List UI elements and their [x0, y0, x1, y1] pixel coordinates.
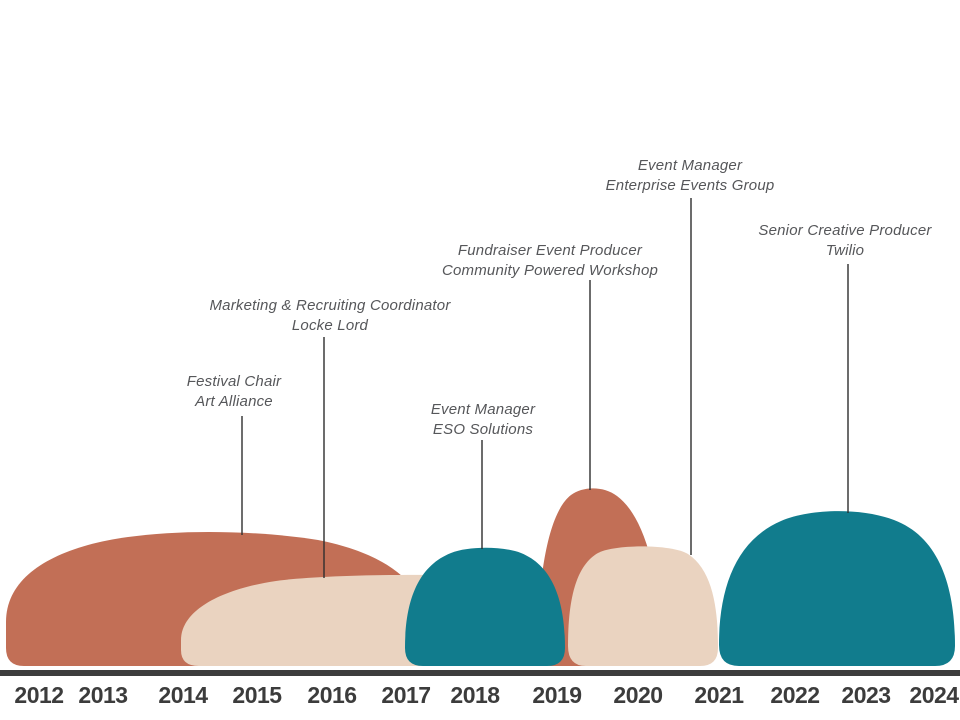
- job-company-text: Enterprise Events Group: [605, 176, 775, 194]
- axis-year-label-2024: 2024: [909, 682, 959, 708]
- axis-year-label-2020: 2020: [613, 682, 663, 708]
- job-blob-eso-solutions: [405, 547, 565, 666]
- axis-year-label-2022: 2022: [770, 682, 820, 708]
- job-company-text: Twilio: [825, 241, 865, 259]
- axis-year-label-2014: 2014: [158, 682, 208, 708]
- axis-year-label-2019: 2019: [532, 682, 582, 708]
- job-blob-twilio: [719, 511, 955, 666]
- axis-year-label-2023: 2023: [841, 682, 891, 708]
- job-blob-enterprise-events-group: [568, 546, 718, 666]
- axis-year-label-2013: 2013: [78, 682, 128, 708]
- timeline-axis-line: [0, 670, 960, 676]
- axis-year-label-2012: 2012: [14, 682, 64, 708]
- axis-year-label-2017: 2017: [381, 682, 431, 708]
- job-company-text: Community Powered Workshop: [441, 261, 659, 279]
- axis-year-label-2016: 2016: [307, 682, 357, 708]
- axis-year-label-2018: 2018: [450, 682, 500, 708]
- axis-year-label-2015: 2015: [232, 682, 282, 708]
- job-label-enterprise-events-group: Event Manager Enterprise Events Group: [606, 156, 775, 196]
- job-label-locke-lord: Marketing & Recruiting Coordinator Locke …: [209, 296, 450, 336]
- job-role-text: Marketing & Recruiting Coordinator: [209, 297, 451, 314]
- job-role-text: Event Manager: [637, 157, 743, 174]
- job-role-text: Fundraiser Event Producer: [457, 242, 643, 259]
- job-label-twilio: Senior Creative Producer Twilio: [758, 221, 931, 261]
- job-label-art-alliance: Festival Chair Art Alliance: [187, 372, 282, 412]
- axis-year-label-2021: 2021: [694, 682, 744, 708]
- job-role-text: Festival Chair: [186, 373, 282, 390]
- job-label-eso-solutions: Event Manager ESO Solutions: [431, 400, 535, 440]
- job-company-text: ESO Solutions: [432, 420, 534, 438]
- job-company-text: Art Alliance: [195, 392, 273, 410]
- job-role-text: Senior Creative Producer: [758, 222, 932, 239]
- job-role-text: Event Manager: [430, 401, 536, 418]
- job-label-community-powered-workshop: Fundraiser Event Producer Community Power…: [442, 241, 658, 281]
- job-company-text: Locke Lord: [291, 316, 369, 334]
